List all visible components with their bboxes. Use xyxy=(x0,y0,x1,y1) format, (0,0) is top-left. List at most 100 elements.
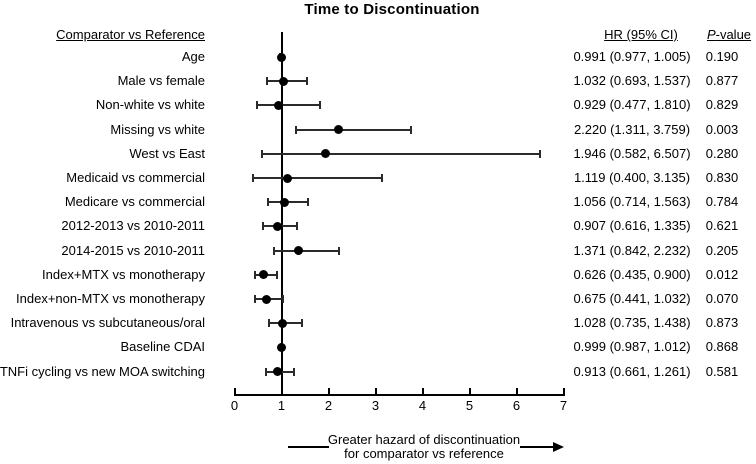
row-label: TNFi cycling vs new MOA switching xyxy=(0,363,205,379)
ci-cap-right xyxy=(318,101,321,110)
ci-line xyxy=(274,249,340,252)
ci-cap-left xyxy=(262,222,265,231)
hr-value: 0.991 (0.977, 1.005) xyxy=(573,49,691,64)
row-label: Index+non-MTX vs monotherapy xyxy=(16,291,205,306)
row-label: 2012-2013 vs 2010-2011 xyxy=(61,218,205,234)
hr-column-header: HR (95% CI) xyxy=(604,27,678,42)
chart-title: Time to Discontinuation xyxy=(304,1,480,18)
row-label: Medicaid vs commercial xyxy=(66,170,205,185)
ci-cap-right xyxy=(305,77,308,86)
point-marker xyxy=(276,342,286,352)
p-value: 0.873 xyxy=(705,315,739,331)
hr-value: 1.028 (0.735, 1.438) xyxy=(573,315,691,331)
hr-value: 0.626 (0.435, 0.900) xyxy=(573,266,691,282)
point-marker xyxy=(273,100,283,110)
ci-line xyxy=(256,104,320,107)
row-label: West vs East xyxy=(129,145,205,161)
hr-value: 0.675 (0.441, 1.032) xyxy=(573,291,691,306)
x-tick-label: 2 xyxy=(324,398,333,413)
ci-cap-right xyxy=(292,367,295,376)
p-value: 0.829 xyxy=(705,97,739,113)
point-marker xyxy=(272,221,282,231)
hr-value: 0.929 (0.477, 1.810) xyxy=(573,97,691,113)
row-label: Baseline CDAI xyxy=(120,339,205,355)
point-marker xyxy=(334,125,344,135)
p-value: 0.877 xyxy=(705,73,739,89)
x-tick-label: 5 xyxy=(465,398,474,413)
x-tick xyxy=(515,387,518,394)
p-value: 0.830 xyxy=(705,170,739,185)
ci-cap-left xyxy=(295,125,298,134)
hr-value: 1.056 (0.714, 1.563) xyxy=(573,194,691,210)
point-marker xyxy=(321,149,331,159)
p-value: 0.012 xyxy=(705,266,739,282)
ci-cap-left xyxy=(267,198,270,207)
ci-line xyxy=(253,177,382,179)
comparator-column-header: Comparator vs Reference xyxy=(56,27,205,42)
hr-value: 0.913 (0.661, 1.261) xyxy=(573,363,691,379)
point-marker xyxy=(282,173,292,183)
row-label: Age xyxy=(181,49,205,64)
ci-line xyxy=(261,152,541,155)
right-arrow-icon xyxy=(553,442,564,452)
x-tick-label: 0 xyxy=(230,398,239,413)
p-value: 0.003 xyxy=(705,121,739,137)
pvalue-column-header: P-value xyxy=(694,27,756,43)
hr-value: 1.032 (0.693, 1.537) xyxy=(573,73,691,89)
row-label: Missing vs white xyxy=(110,121,205,137)
p-value: 0.868 xyxy=(705,339,739,355)
x-tick-label: 6 xyxy=(512,398,521,413)
x-tick xyxy=(280,387,283,394)
ci-cap-right xyxy=(275,270,278,279)
ci-cap-left xyxy=(255,101,258,110)
ci-cap-right xyxy=(380,174,383,182)
ci-cap-left xyxy=(268,319,271,328)
hr-value: 1.119 (0.400, 3.135) xyxy=(573,170,691,185)
x-tick xyxy=(468,387,471,394)
annotation-line-1: Greater hazard of discontinuation xyxy=(327,432,521,447)
point-marker xyxy=(278,318,288,328)
ci-cap-right xyxy=(301,319,304,328)
ci-cap-left xyxy=(252,174,255,182)
axis-annotation: Greater hazard of discontinuation for co… xyxy=(224,433,624,463)
ci-cap-right xyxy=(410,125,413,134)
ci-cap-left xyxy=(273,246,276,255)
pvalue-header-rest: -value xyxy=(715,27,752,42)
point-marker xyxy=(279,197,289,207)
p-value: 0.070 xyxy=(705,291,739,306)
x-tick-label: 4 xyxy=(418,398,427,413)
ci-cap-right xyxy=(338,246,341,255)
ci-cap-right xyxy=(296,222,299,231)
ci-cap-left xyxy=(254,295,257,303)
hr-value: 2.220 (1.311, 3.759) xyxy=(573,121,691,137)
hr-value: 1.371 (0.842, 2.232) xyxy=(573,242,691,258)
ci-cap-left xyxy=(253,270,256,279)
point-marker xyxy=(278,76,288,86)
ci-cap-right xyxy=(282,295,284,303)
annotation-line-2: for comparator vs reference xyxy=(344,446,504,461)
point-marker xyxy=(272,367,282,377)
ci-line xyxy=(296,128,412,131)
ci-cap-right xyxy=(539,149,542,158)
p-value: 0.581 xyxy=(705,363,739,379)
p-value: 0.190 xyxy=(705,49,739,64)
row-label: Intravenous vs subcutaneous/oral xyxy=(10,315,205,331)
ci-cap-right xyxy=(306,198,309,207)
p-value: 0.280 xyxy=(705,145,739,161)
x-tick xyxy=(233,387,236,394)
reference-line xyxy=(280,32,283,396)
row-label: Index+MTX vs monotherapy xyxy=(42,266,205,282)
point-marker xyxy=(261,294,271,304)
x-tick-label: 1 xyxy=(277,398,286,413)
pvalue-header-italic-p: P xyxy=(706,27,716,42)
annotation-left-line xyxy=(288,446,329,448)
ci-cap-left xyxy=(266,77,269,86)
x-tick-label: 7 xyxy=(559,398,568,413)
x-tick xyxy=(562,387,565,394)
point-marker xyxy=(259,270,269,280)
x-axis-line xyxy=(233,393,565,396)
row-label: Medicare vs commercial xyxy=(64,194,205,210)
p-value: 0.205 xyxy=(705,242,739,258)
